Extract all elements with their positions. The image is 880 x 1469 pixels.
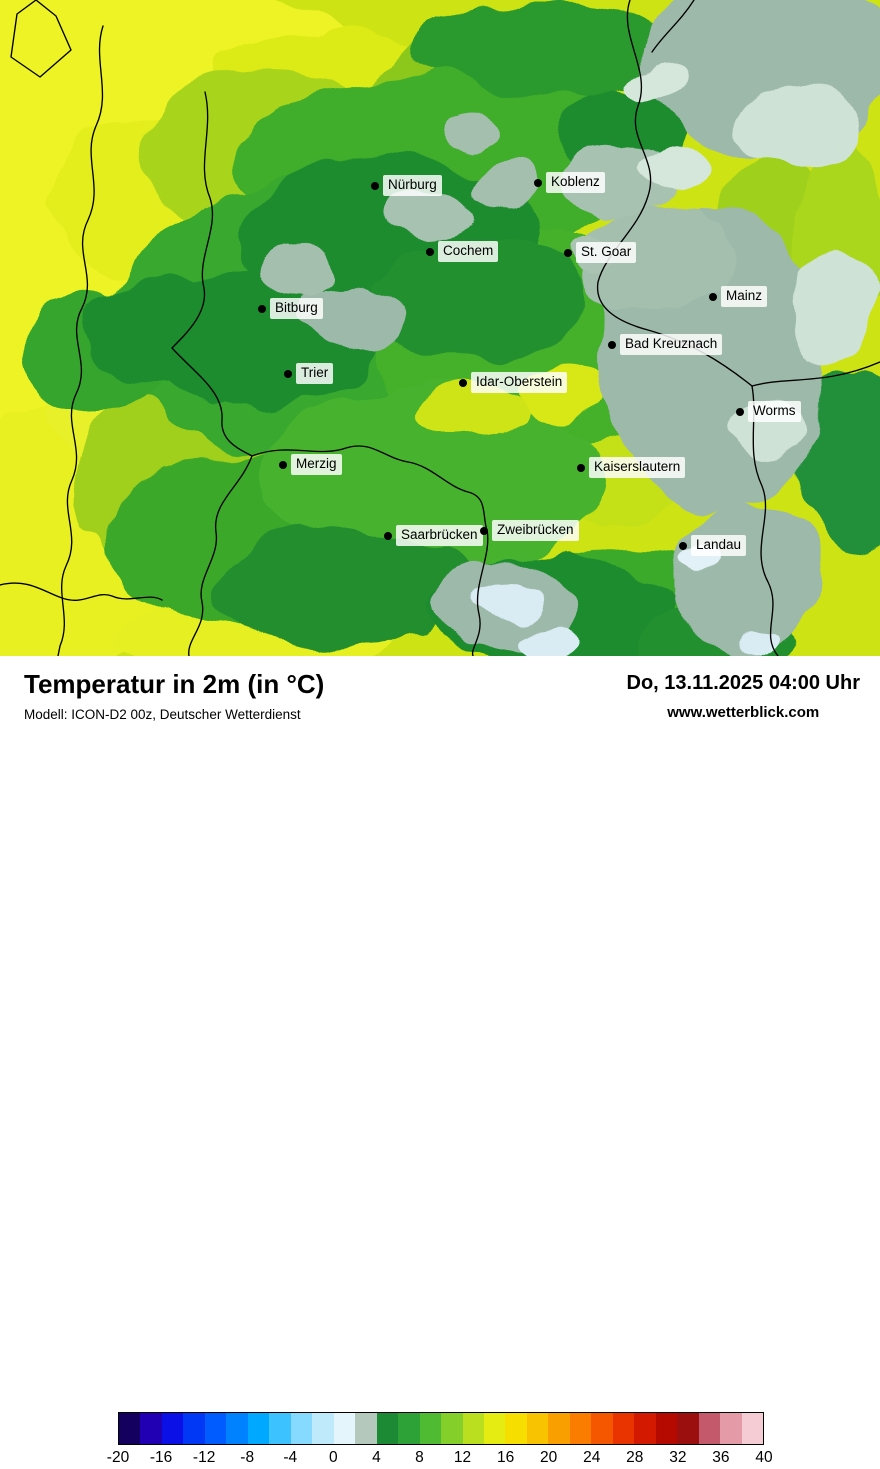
city-dot [564,249,572,257]
footer-text-row: Temperatur in 2m (in °C) Modell: ICON-D2… [0,656,880,722]
city-label: Saarbrücken [396,525,483,547]
legend-tick-label: -16 [149,1449,173,1466]
legend-color-segment [398,1413,420,1444]
website-label: www.wetterblick.com [667,704,820,721]
city-dot [736,408,744,416]
city-label: Idar-Oberstein [471,372,568,394]
city-dot [284,370,292,378]
legend-tick-label: 4 [372,1449,381,1466]
legend-color-segment [569,1413,592,1444]
legend-tick-label: -4 [283,1449,298,1466]
city-dot [577,464,585,472]
city-layer: Nürburg Koblenz Cochem St. Goar Bitburg Mainz… [0,0,880,656]
legend-color-segment [269,1413,291,1444]
footer: Temperatur in 2m (in °C) Modell: ICON-D2… [0,656,880,1466]
city-dot [709,293,717,301]
city-label: Kaiserslautern [589,457,686,479]
legend-tick-label: 16 [496,1449,515,1466]
legend-color-segment [376,1413,399,1444]
city-dot [384,532,392,540]
city-label: St. Goar [576,242,637,264]
legend-color-segment [247,1413,270,1444]
legend-color-segment [634,1413,656,1444]
legend-color-segment [462,1413,484,1444]
city-dot [459,379,467,387]
legend-color-segment [741,1413,764,1444]
legend-tick-label: 0 [329,1449,338,1466]
legend-color-segment [204,1413,227,1444]
city-dot [279,461,287,469]
legend-color-segment [526,1413,549,1444]
legend-color-segment [119,1413,141,1444]
legend-tick-label: 8 [415,1449,424,1466]
city-label: Cochem [438,241,499,263]
legend-colorbar [118,1412,764,1445]
city-dot [480,527,488,535]
city-label: Nürburg [383,175,442,197]
city-label: Zweibrücken [492,520,579,542]
footer-right: Do, 13.11.2025 04:00 Uhr www.wetterblick… [627,669,860,721]
legend-color-segment [441,1413,463,1444]
legend-color-segment [612,1413,635,1444]
footer-left: Temperatur in 2m (in °C) Modell: ICON-D2… [24,669,324,722]
city-label: Worms [748,401,801,423]
legend-color-segment [720,1413,742,1444]
map-area: Nürburg Koblenz Cochem St. Goar Bitburg Mainz… [0,0,880,656]
legend-color-segment [548,1413,570,1444]
page-title: Temperatur in 2m (in °C) [24,669,325,699]
legend-color-segment [140,1413,162,1444]
datetime-label: Do, 13.11.2025 04:00 Uhr [626,672,860,694]
temperature-field [0,0,880,656]
model-info: Modell: ICON-D2 00z, Deutscher Wetterdie… [24,707,301,722]
legend-color-segment [183,1413,205,1444]
city-label: Mainz [721,286,768,308]
legend-color-segment [655,1413,678,1444]
city-label: Koblenz [546,172,605,194]
legend-tick-label: 12 [453,1449,472,1466]
legend-color-segment [226,1413,248,1444]
legend-color-segment [591,1413,613,1444]
legend-color-segment [483,1413,506,1444]
legend-tick-label: -20 [106,1449,130,1466]
legend-tick-label: -12 [192,1449,216,1466]
legend-color-segment [698,1413,721,1444]
legend-tick-label: 24 [583,1449,601,1466]
city-dot [534,179,542,187]
legend-tick-label: -8 [240,1449,255,1466]
legend-color-segment [312,1413,334,1444]
city-label: Bad Kreuznach [620,334,723,356]
legend-color-segment [419,1413,442,1444]
city-dot [371,182,379,190]
legend-color-segment [505,1413,527,1444]
legend-color-segment [161,1413,184,1444]
city-dot [679,542,687,550]
legend-tick-label: 20 [540,1449,558,1466]
city-label: Bitburg [270,298,323,320]
legend-tick-labels: -20 -16 -12 -8 -4 0 4 8 12 16 20 24 28 32 36 40 [107,1449,773,1469]
city-dot [608,341,616,349]
legend-color-segment [677,1413,699,1444]
legend-tick-label: 32 [669,1449,687,1466]
city-label: Landau [691,535,747,557]
city-label: Merzig [291,454,342,476]
city-label: Trier [296,363,334,385]
legend-tick-label: 36 [712,1449,730,1466]
legend-color-segment [290,1413,313,1444]
city-dot [426,248,434,256]
legend-color-segment [355,1413,377,1444]
legend-color-segment [333,1413,356,1444]
temperature-map [0,0,880,656]
legend: -20 -16 -12 -8 -4 0 4 8 12 16 20 24 28 32 36 40 [107,1412,773,1469]
city-dot [258,305,266,313]
legend-tick-label: 28 [626,1449,644,1466]
legend-tick-label: 40 [755,1449,773,1466]
